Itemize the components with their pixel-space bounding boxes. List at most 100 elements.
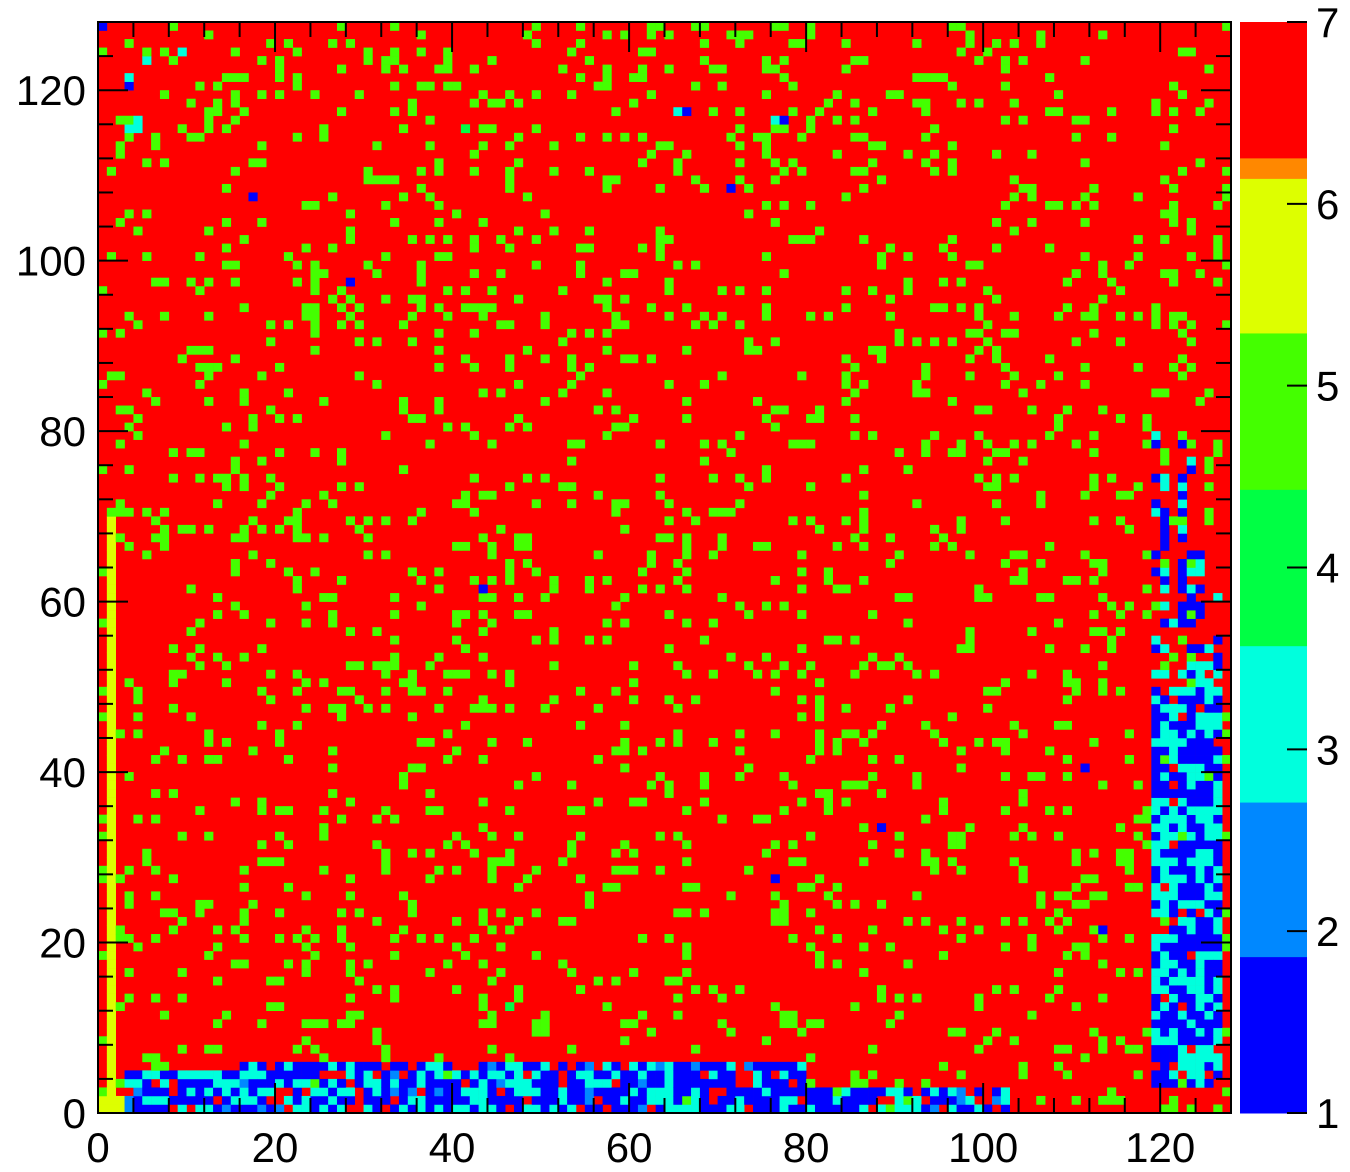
heatmap-cell <box>983 703 993 713</box>
heatmap-cell <box>345 209 355 219</box>
heatmap-cell <box>921 107 931 117</box>
heatmap-cell <box>1107 601 1117 611</box>
heatmap-cell <box>1186 874 1196 884</box>
heatmap-cell <box>868 610 878 619</box>
heatmap-cell <box>770 1095 780 1105</box>
heatmap-cell <box>859 132 869 142</box>
heatmap-cell <box>770 1002 780 1012</box>
heatmap-cell <box>629 968 639 977</box>
heatmap-cell <box>195 448 205 457</box>
heatmap-cell <box>814 1087 825 1097</box>
heatmap-cell <box>602 328 612 338</box>
heatmap-cell <box>124 968 134 977</box>
heatmap-cell <box>947 541 957 551</box>
heatmap-cell <box>434 218 444 227</box>
heatmap-cell <box>1098 567 1108 577</box>
heatmap-cell <box>770 874 780 884</box>
heatmap-cell <box>1151 98 1161 108</box>
heatmap-cell <box>478 90 488 100</box>
heatmap-cell <box>1177 1061 1188 1071</box>
heatmap-cell <box>655 235 665 244</box>
heatmap-cells <box>98 22 1232 1114</box>
heatmap-cell <box>1009 98 1019 108</box>
heatmap-cell <box>637 243 648 253</box>
heatmap-cell <box>487 874 497 884</box>
heatmap-cell <box>859 183 869 193</box>
heatmap-cell <box>1115 968 1126 977</box>
heatmap-cell <box>1062 891 1072 901</box>
colorbar-tick-label: 5 <box>1316 363 1339 410</box>
heatmap-cell <box>213 473 223 483</box>
heatmap-cell <box>1151 1044 1161 1054</box>
heatmap-cell <box>381 252 391 261</box>
heatmap-cell <box>938 797 949 807</box>
heatmap-cell <box>637 1061 648 1071</box>
heatmap-cell <box>814 107 825 117</box>
heatmap-cell <box>947 22 957 31</box>
heatmap-cell <box>345 797 355 807</box>
colorbar-band <box>1240 956 1307 1114</box>
heatmap-cell <box>1160 516 1170 526</box>
heatmap-cell <box>487 703 497 713</box>
heatmap-cell <box>549 1104 559 1114</box>
heatmap-cell <box>699 635 710 645</box>
heatmap-cell <box>779 1078 789 1088</box>
heatmap-cell <box>336 107 347 117</box>
heatmap-cell <box>266 976 276 986</box>
heatmap-cell <box>115 1095 125 1105</box>
heatmap-cell <box>1000 64 1011 74</box>
heatmap-cell <box>1115 610 1126 619</box>
heatmap-cell <box>876 354 887 364</box>
heatmap-cell <box>894 1087 904 1097</box>
heatmap-cell <box>230 1104 240 1114</box>
heatmap-cell <box>726 1061 736 1071</box>
heatmap-cell <box>602 73 612 82</box>
heatmap-cell <box>336 320 347 330</box>
heatmap-cell <box>611 1104 621 1114</box>
heatmap-cell <box>885 703 895 713</box>
heatmap-cell <box>1177 1036 1188 1046</box>
heatmap-cell <box>1186 806 1196 815</box>
heatmap-cell <box>814 524 825 534</box>
heatmap-cell <box>328 39 338 48</box>
heatmap-cell <box>283 320 294 330</box>
heatmap-cell <box>921 362 931 372</box>
heatmap-cell <box>124 678 134 688</box>
heatmap-cell <box>1177 499 1188 509</box>
heatmap-cell <box>1186 797 1196 807</box>
heatmap-cell <box>522 737 533 747</box>
heatmap-cell <box>1009 311 1019 321</box>
heatmap-cell <box>1062 669 1072 679</box>
heatmap-cell <box>230 533 240 543</box>
heatmap-cell <box>434 1078 444 1088</box>
heatmap-cell <box>841 371 851 381</box>
heatmap-cell <box>487 1019 497 1029</box>
heatmap-cell <box>761 1070 772 1080</box>
heatmap-cell <box>770 64 780 74</box>
heatmap-cell <box>646 149 656 159</box>
heatmap-cell <box>487 669 497 679</box>
heatmap-cell <box>390 951 400 960</box>
heatmap-cell <box>1000 772 1011 781</box>
heatmap-cell <box>1186 439 1196 449</box>
heatmap-cell <box>1213 908 1223 918</box>
heatmap-cell <box>1160 507 1170 517</box>
heatmap-cell <box>478 303 488 313</box>
heatmap-cell <box>646 90 656 100</box>
heatmap-cell <box>1133 831 1143 841</box>
heatmap-cell <box>1169 320 1179 330</box>
heatmap-cell <box>761 814 772 824</box>
heatmap-cell <box>1177 166 1188 176</box>
heatmap-cell <box>372 1095 382 1105</box>
heatmap-cell <box>1009 550 1019 560</box>
heatmap-cell <box>381 1053 391 1063</box>
heatmap-cell <box>452 942 462 952</box>
heatmap-cell <box>496 388 506 398</box>
heatmap-cell <box>602 294 612 304</box>
heatmap-cell <box>505 90 515 100</box>
heatmap-cell <box>106 669 116 679</box>
heatmap-cell <box>859 661 869 671</box>
heatmap-cell <box>1160 934 1170 943</box>
heatmap-cell <box>575 1070 586 1080</box>
heatmap-cell <box>1036 558 1046 568</box>
